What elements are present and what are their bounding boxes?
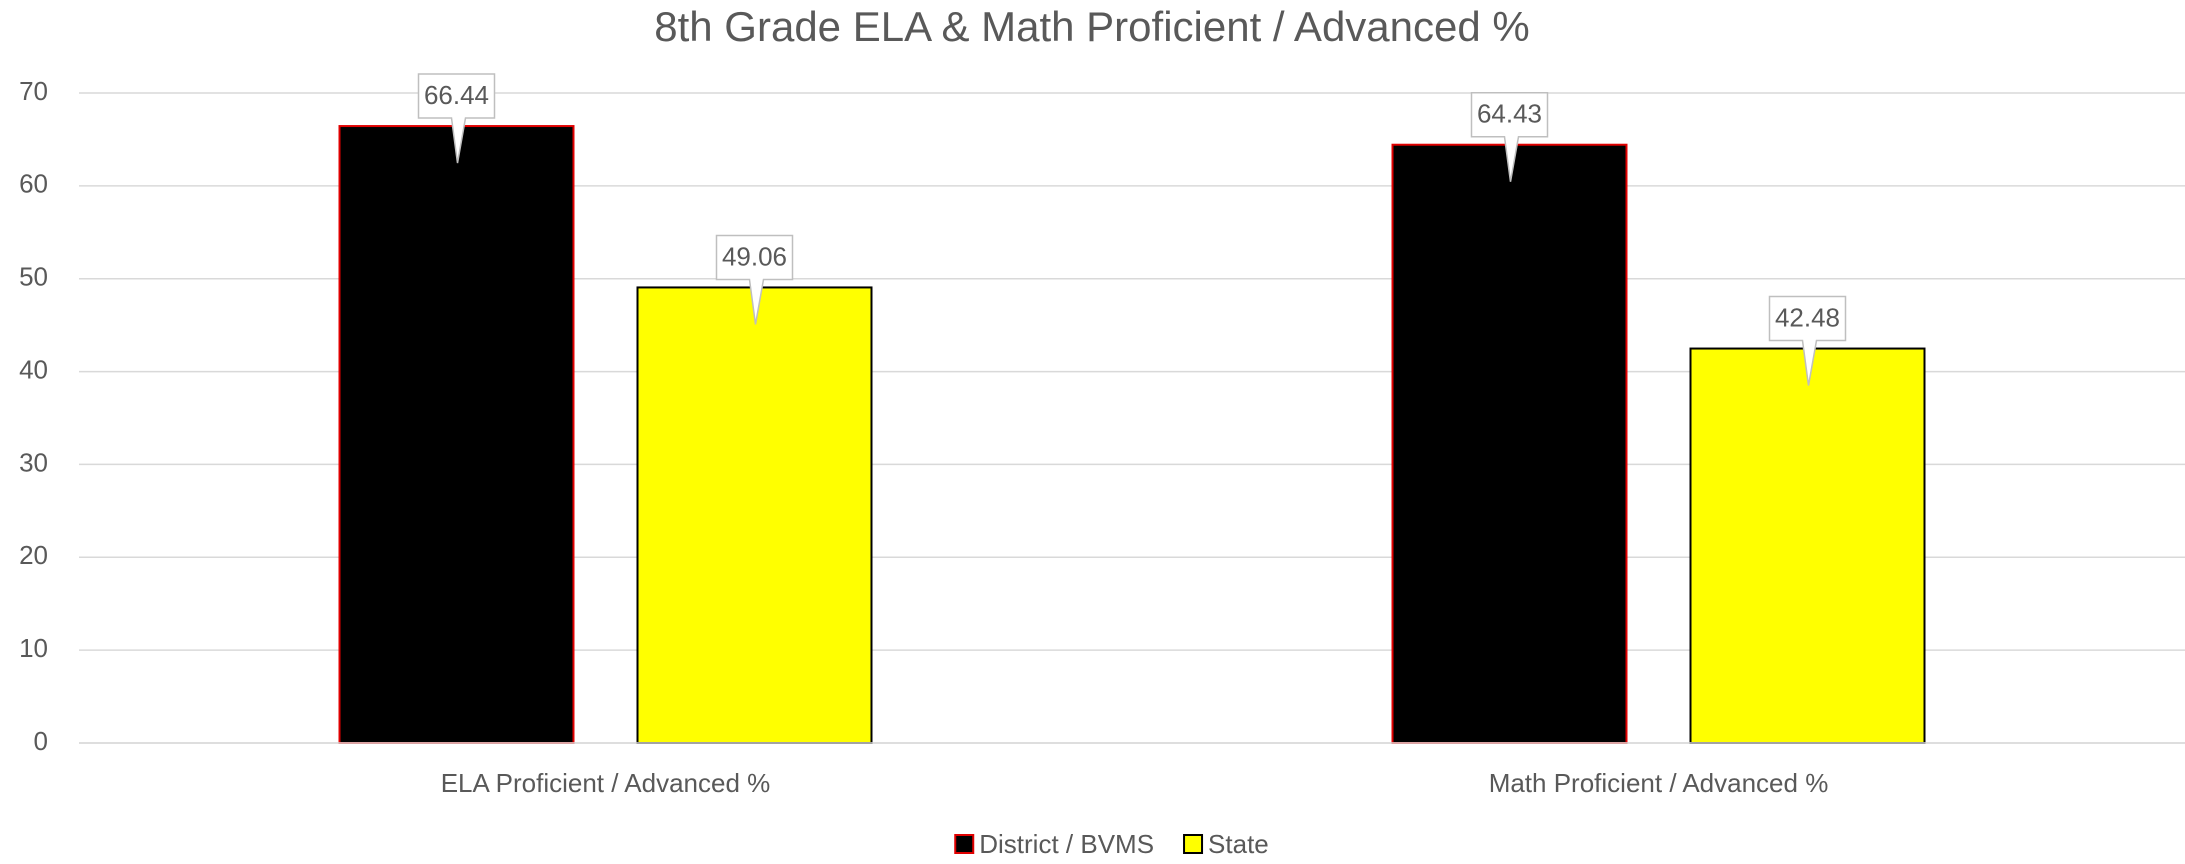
data-label: 66.44 bbox=[424, 80, 489, 110]
data-label: 64.43 bbox=[1477, 99, 1542, 129]
y-tick-label: 50 bbox=[19, 262, 48, 292]
legend: District / BVMS State bbox=[954, 829, 1269, 859]
bar bbox=[1689, 347, 1926, 744]
legend-swatch bbox=[1183, 834, 1204, 854]
y-tick-label: 20 bbox=[19, 540, 48, 570]
legend-label: State bbox=[1208, 829, 1269, 859]
data-label: 42.48 bbox=[1775, 302, 1840, 332]
data-label: 49.06 bbox=[722, 241, 787, 271]
chart-title: 8th Grade ELA & Math Proficient / Advanc… bbox=[654, 3, 1530, 50]
y-tick-label: 40 bbox=[19, 354, 48, 384]
label-callout bbox=[1768, 295, 1847, 386]
y-tick-label: 60 bbox=[19, 169, 48, 199]
y-tick-label: 10 bbox=[19, 633, 48, 663]
bar bbox=[338, 125, 575, 745]
legend-item: District / BVMS bbox=[954, 829, 1154, 859]
legend-swatch bbox=[954, 834, 975, 854]
y-tick-label: 0 bbox=[34, 726, 48, 756]
legend-label: District / BVMS bbox=[979, 829, 1154, 859]
label-callout bbox=[1470, 91, 1549, 182]
y-tick-label: 70 bbox=[19, 76, 48, 106]
x-tick-label: ELA Proficient / Advanced % bbox=[441, 768, 771, 798]
label-callout bbox=[417, 73, 496, 164]
bar bbox=[1391, 143, 1628, 744]
x-tick-label: Math Proficient / Advanced % bbox=[1489, 768, 1829, 798]
bar bbox=[636, 286, 873, 744]
label-callout bbox=[715, 234, 794, 325]
y-tick-label: 30 bbox=[19, 447, 48, 477]
legend-item: State bbox=[1183, 829, 1269, 859]
